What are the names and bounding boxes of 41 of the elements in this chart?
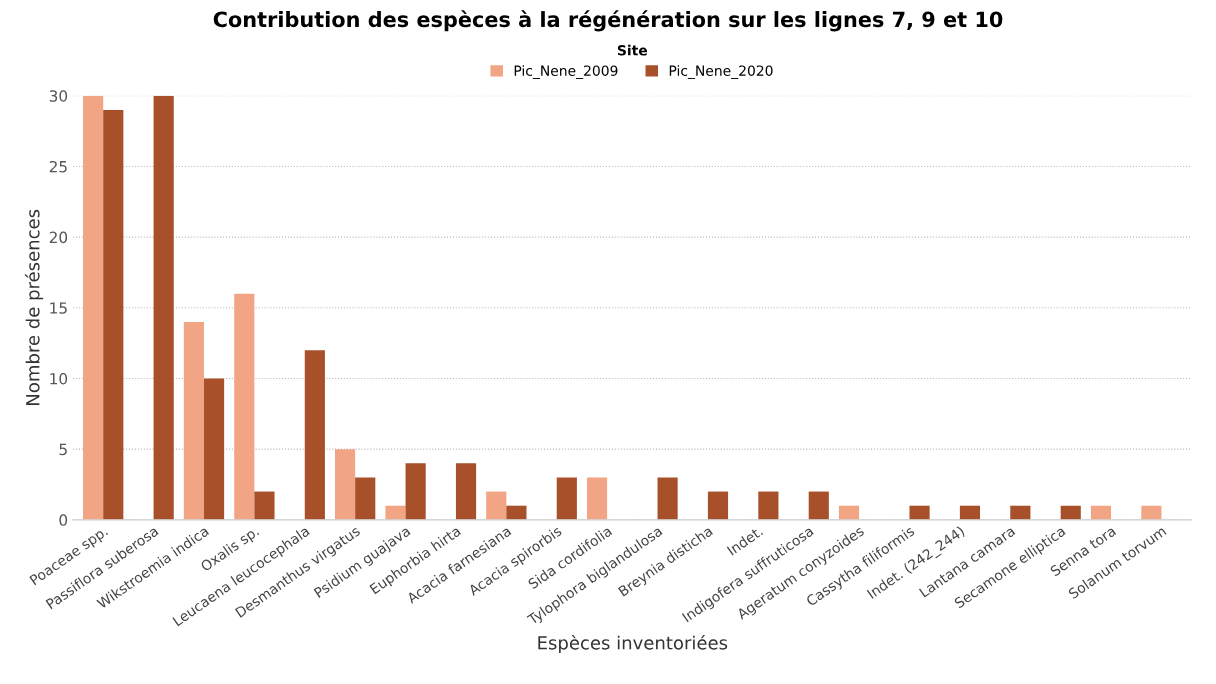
y-tick-label: 20 <box>49 231 68 244</box>
bar <box>183 321 204 520</box>
y-tick-label: 25 <box>49 160 67 173</box>
bar <box>405 463 426 520</box>
bar <box>506 505 527 520</box>
bar <box>83 95 104 520</box>
bar <box>1090 505 1112 520</box>
bar <box>808 491 829 520</box>
bar <box>959 505 981 520</box>
bar <box>203 378 225 520</box>
y-axis-title: Nombre de présences <box>24 209 44 405</box>
y-tick-label: 5 <box>59 443 67 456</box>
bar <box>254 491 275 520</box>
x-axis-title: Espèces inventoriées <box>538 634 728 654</box>
bar <box>335 449 356 520</box>
bar <box>707 491 729 520</box>
bar <box>758 491 779 520</box>
bar <box>234 293 255 520</box>
bar <box>486 491 507 520</box>
bar <box>153 95 174 520</box>
bar <box>304 350 325 520</box>
legend-title: Site <box>617 44 648 56</box>
bar <box>657 477 678 520</box>
bar <box>385 505 406 520</box>
legend-label: Pic_Nene_2009 <box>514 65 618 80</box>
y-tick-label: 15 <box>50 302 67 314</box>
bar <box>1141 505 1162 520</box>
y-tick-label: 10 <box>50 372 68 385</box>
legend-label: Pic_Nene_2020 <box>669 65 773 80</box>
bar <box>586 477 608 520</box>
bar <box>838 505 860 520</box>
bar <box>455 463 477 520</box>
chart-title: Contribution des espèces à la régénération sur les lignes 7, 9 et 10 <box>213 10 1003 32</box>
y-tick-label: 0 <box>59 514 68 526</box>
y-tick-label: 30 <box>49 90 68 102</box>
bar <box>355 477 376 520</box>
bar <box>1010 505 1031 520</box>
bar <box>103 109 124 520</box>
bar <box>1060 505 1081 520</box>
bar <box>556 477 577 520</box>
bar <box>909 505 930 520</box>
